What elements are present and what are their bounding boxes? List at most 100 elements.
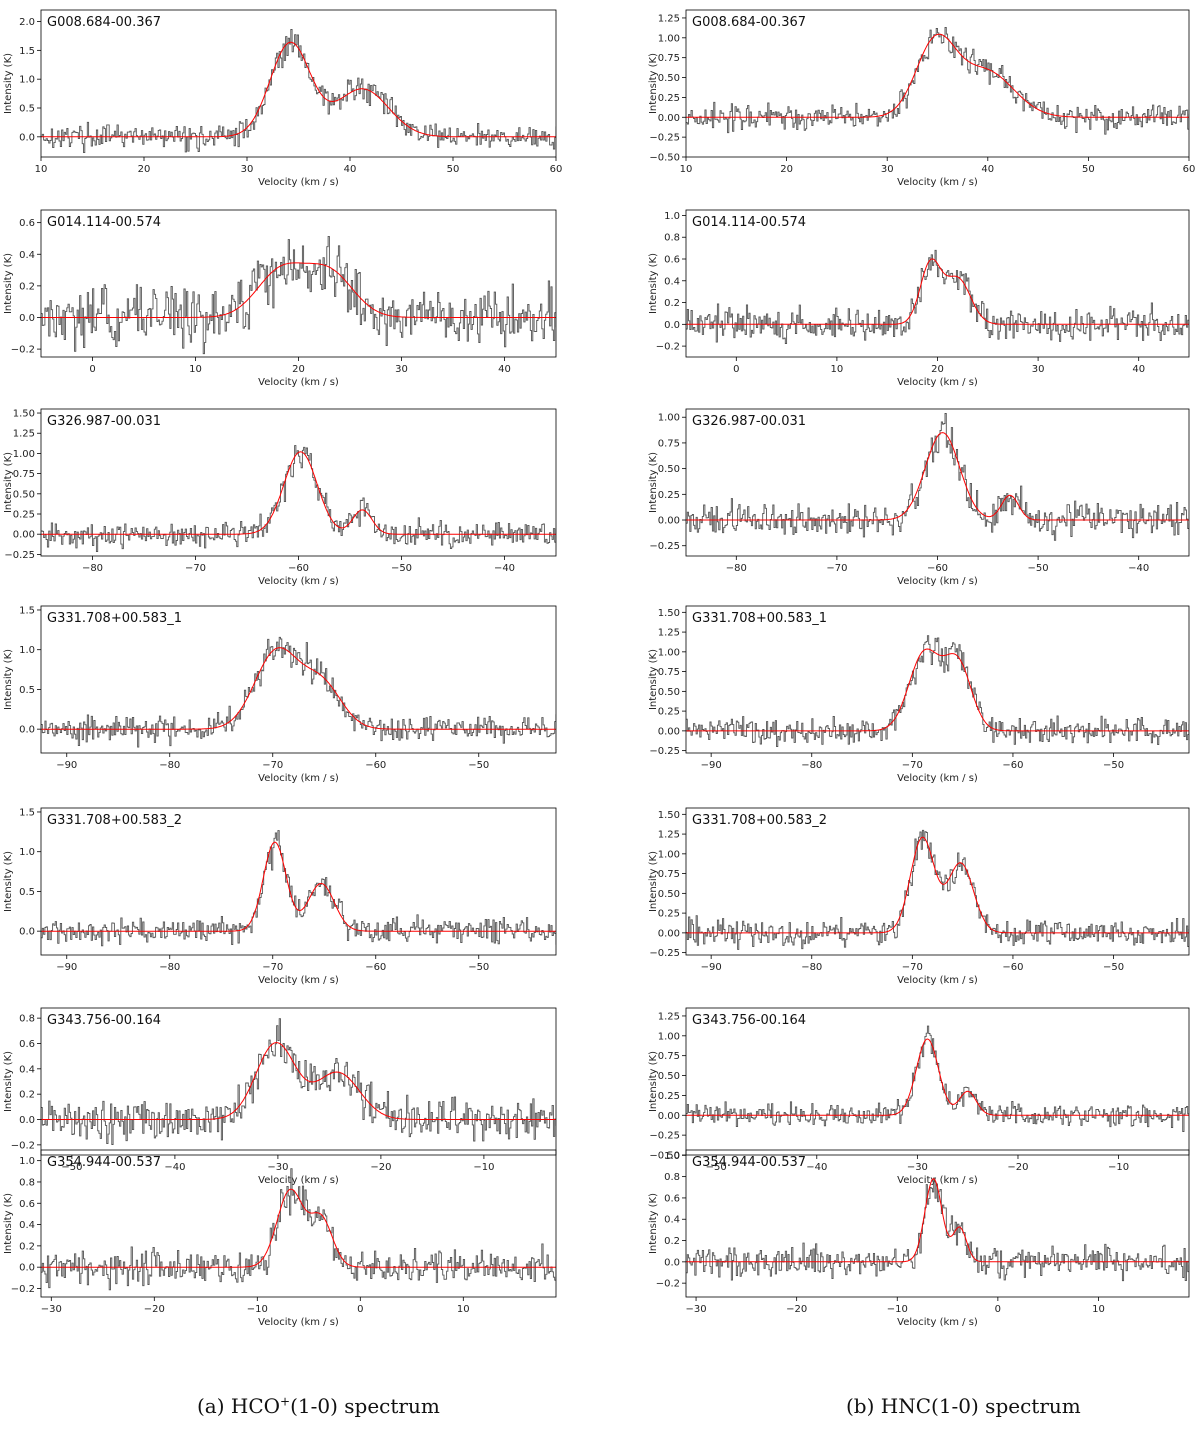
x-tick-label: 10 (35, 164, 48, 175)
source-title: G354.944-00.537 (692, 1155, 806, 1170)
x-axis-label: Velocity (km / s) (897, 177, 978, 188)
y-axis-label: Intensity (K) (648, 649, 659, 710)
gaussian-fit-line (41, 1042, 556, 1120)
observed-spectrum-line (686, 1177, 1189, 1282)
x-axis-label: Velocity (km / s) (897, 576, 978, 587)
x-tick-label: −90 (56, 760, 77, 771)
x-tick-label: 0 (357, 1304, 363, 1315)
y-tick-label: 0.0 (19, 1263, 35, 1274)
gaussian-fit-line (686, 1038, 1189, 1116)
y-tick-label: 1.50 (658, 608, 680, 619)
caption-a-superscript: + (280, 1394, 291, 1409)
x-axis-label: Velocity (km / s) (258, 177, 339, 188)
spectrum-panel: 0 10 20 30 40 −0.2 0.0 0.2 0.4 0.6 0.8 1.0 Velocity … (648, 209, 1190, 388)
axes-frame (685, 1007, 1190, 1156)
source-title: G326.987-00.031 (47, 414, 161, 429)
gaussian-fit-line (41, 262, 556, 318)
y-tick-label: 0.6 (664, 255, 680, 266)
y-tick-label: 1.25 (658, 13, 680, 24)
caption-b: (b) HNC(1-0) spectrum (846, 1394, 1081, 1418)
y-tick-label: 0.0 (19, 313, 35, 324)
x-axis-label: Velocity (km / s) (258, 1317, 339, 1328)
axes-frame (40, 807, 557, 956)
spectrum-panel: −30 −20 −10 0 10 −0.2 0.0 0.2 0.4 0.6 0.8 1.0 Veloci… (648, 1149, 1190, 1328)
caption-a-suffix: (1-0) spectrum (290, 1394, 440, 1418)
x-tick-label: −70 (185, 563, 206, 574)
x-tick-label: −10 (473, 1162, 494, 1173)
x-tick-label: −90 (701, 962, 722, 973)
x-axis-label: Velocity (km / s) (258, 576, 339, 587)
y-tick-label: 0.00 (13, 530, 35, 541)
gaussian-fit-line (686, 432, 1189, 521)
y-tick-label: 0.5 (19, 887, 35, 898)
source-title: G354.944-00.537 (47, 1155, 161, 1170)
y-tick-label: 0.2 (19, 1090, 35, 1101)
y-axis-label: Intensity (K) (648, 452, 659, 513)
y-tick-label: −0.25 (649, 948, 680, 959)
y-tick-label: 0.4 (19, 1064, 35, 1075)
observed-spectrum-line (41, 29, 556, 154)
x-tick-label: 20 (138, 164, 151, 175)
y-tick-label: 1.00 (658, 647, 680, 658)
x-tick-label: −80 (801, 962, 822, 973)
y-axis-label: Intensity (K) (3, 1051, 14, 1112)
x-axis-label: Velocity (km / s) (258, 975, 339, 986)
y-axis-label: Intensity (K) (648, 53, 659, 114)
y-tick-label: 0.50 (658, 1071, 680, 1082)
x-tick-label: −30 (907, 1162, 928, 1173)
x-tick-label: −80 (82, 563, 103, 574)
observed-spectrum-line (686, 635, 1189, 747)
y-tick-label: 0.5 (19, 104, 35, 115)
observed-spectrum-line (686, 27, 1189, 135)
y-axis-label: Intensity (K) (648, 1193, 659, 1254)
axes-frame (685, 9, 1190, 158)
y-tick-label: 0.0 (19, 927, 35, 938)
x-tick-label: 0 (733, 364, 739, 375)
y-tick-label: 0.00 (658, 113, 680, 124)
y-tick-label: 1.0 (19, 75, 35, 86)
y-tick-label: 0.6 (19, 1199, 35, 1210)
x-tick-label: 10 (189, 364, 202, 375)
y-axis-label: Intensity (K) (3, 452, 14, 513)
observed-spectrum-line (41, 445, 556, 553)
x-tick-label: −10 (247, 1304, 268, 1315)
y-tick-label: 2.0 (19, 17, 35, 28)
x-tick-label: −50 (1103, 760, 1124, 771)
y-tick-label: 0.8 (19, 1177, 35, 1188)
x-tick-label: −40 (494, 563, 515, 574)
axes-frame (40, 9, 557, 158)
x-tick-label: −40 (1128, 563, 1149, 574)
axes-frame (40, 605, 557, 754)
y-tick-label: −0.25 (649, 1131, 680, 1142)
y-tick-label: 0.0 (19, 725, 35, 736)
x-tick-label: 20 (931, 364, 944, 375)
x-tick-label: −50 (468, 760, 489, 771)
x-tick-label: −20 (370, 1162, 391, 1173)
x-tick-label: −50 (61, 1162, 82, 1173)
source-title: G326.987-00.031 (692, 414, 806, 429)
y-axis-label: Intensity (K) (648, 851, 659, 912)
y-tick-label: 0.2 (19, 1241, 35, 1252)
y-tick-label: −0.50 (649, 153, 680, 164)
x-tick-label: −60 (365, 760, 386, 771)
x-tick-label: −90 (701, 760, 722, 771)
x-tick-label: −80 (801, 760, 822, 771)
y-tick-label: 1.25 (658, 1011, 680, 1022)
y-axis-label: Intensity (K) (648, 253, 659, 314)
gaussian-fit-line (41, 1188, 556, 1268)
observed-spectrum-line (686, 829, 1189, 950)
y-axis-label: Intensity (K) (648, 1051, 659, 1112)
y-tick-label: 0.4 (19, 250, 35, 261)
x-axis-label: Velocity (km / s) (258, 773, 339, 784)
x-tick-label: 10 (457, 1304, 470, 1315)
spectrum-panel: −50 −40 −30 −20 −10 −0.2 0.0 0.2 0.4 0.6 0.8 Veloci… (3, 1007, 557, 1186)
x-tick-label: −80 (726, 563, 747, 574)
x-tick-label: 20 (292, 364, 305, 375)
x-tick-label: −50 (706, 1162, 727, 1173)
x-tick-label: −70 (262, 962, 283, 973)
caption-a-text: (a) HCO (197, 1394, 281, 1418)
y-tick-label: 0.00 (658, 1111, 680, 1122)
spectrum-panel: −90 −80 −70 −60 −50 0.0 0.5 1.0 1.5 Velocity (km … (3, 605, 557, 784)
x-tick-label: −50 (1103, 962, 1124, 973)
x-tick-label: 0 (89, 364, 95, 375)
